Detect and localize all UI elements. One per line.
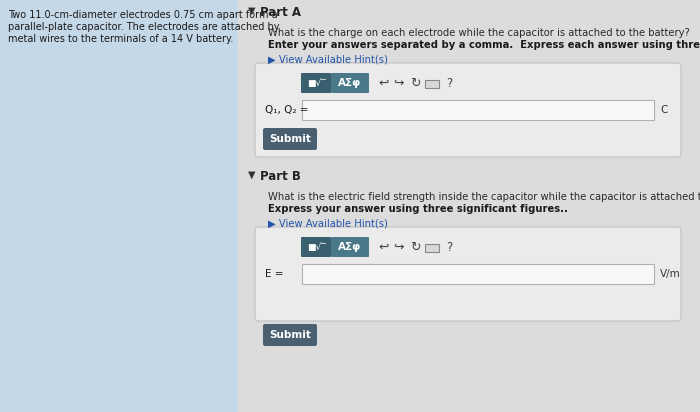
- FancyBboxPatch shape: [255, 63, 681, 157]
- Text: parallel-plate capacitor. The electrodes are attached by: parallel-plate capacitor. The electrodes…: [8, 22, 279, 32]
- Text: Express your answer using three significant figures..: Express your answer using three signific…: [268, 204, 568, 214]
- FancyBboxPatch shape: [331, 237, 369, 257]
- Bar: [425, 80, 439, 88]
- Text: ?: ?: [446, 77, 452, 89]
- Text: ↩: ↩: [378, 77, 388, 89]
- Text: ?: ?: [446, 241, 452, 253]
- Text: Submit: Submit: [269, 134, 311, 144]
- Text: Q₁, Q₂ =: Q₁, Q₂ =: [265, 105, 309, 115]
- Text: What is the charge on each electrode while the capacitor is attached to the batt: What is the charge on each electrode whi…: [268, 28, 690, 38]
- Text: C: C: [660, 105, 667, 115]
- Text: ▼: ▼: [248, 6, 256, 16]
- Text: metal wires to the terminals of a 14 V battery.: metal wires to the terminals of a 14 V b…: [8, 34, 233, 44]
- Bar: [0, 0, 238, 412]
- Text: ▶ View Available Hint(s): ▶ View Available Hint(s): [268, 218, 388, 228]
- Text: V/m: V/m: [660, 269, 680, 279]
- Text: Part B: Part B: [260, 170, 301, 183]
- Text: ↪: ↪: [393, 77, 403, 89]
- Bar: [238, 0, 700, 412]
- Text: Enter your answers separated by a comma.  Express each answer using three signif: Enter your answers separated by a comma.…: [268, 40, 700, 50]
- Bar: [425, 244, 439, 252]
- FancyBboxPatch shape: [255, 227, 681, 321]
- Text: E =: E =: [265, 269, 284, 279]
- Text: ↩: ↩: [378, 241, 388, 253]
- Text: ↻: ↻: [410, 77, 421, 89]
- Text: ■√‾: ■√‾: [307, 243, 326, 251]
- Text: ΑΣφ: ΑΣφ: [338, 78, 362, 88]
- Text: ↪: ↪: [393, 241, 403, 253]
- FancyBboxPatch shape: [301, 73, 331, 93]
- Text: Part A: Part A: [260, 6, 301, 19]
- Text: Submit: Submit: [269, 330, 311, 340]
- Bar: [302, 264, 654, 284]
- FancyBboxPatch shape: [263, 324, 317, 346]
- Text: ↻: ↻: [410, 241, 421, 253]
- Text: Two 11.0-cm-diameter electrodes 0.75 cm apart form a: Two 11.0-cm-diameter electrodes 0.75 cm …: [8, 10, 278, 20]
- Text: ΑΣφ: ΑΣφ: [338, 242, 362, 252]
- Text: ▼: ▼: [248, 170, 256, 180]
- Text: ▶ View Available Hint(s): ▶ View Available Hint(s): [268, 54, 388, 64]
- Text: ■√‾: ■√‾: [307, 79, 326, 87]
- FancyBboxPatch shape: [263, 128, 317, 150]
- Bar: [302, 100, 654, 120]
- FancyBboxPatch shape: [331, 73, 369, 93]
- FancyBboxPatch shape: [301, 237, 331, 257]
- Text: What is the electric field strength inside the capacitor while the capacitor is : What is the electric field strength insi…: [268, 192, 700, 202]
